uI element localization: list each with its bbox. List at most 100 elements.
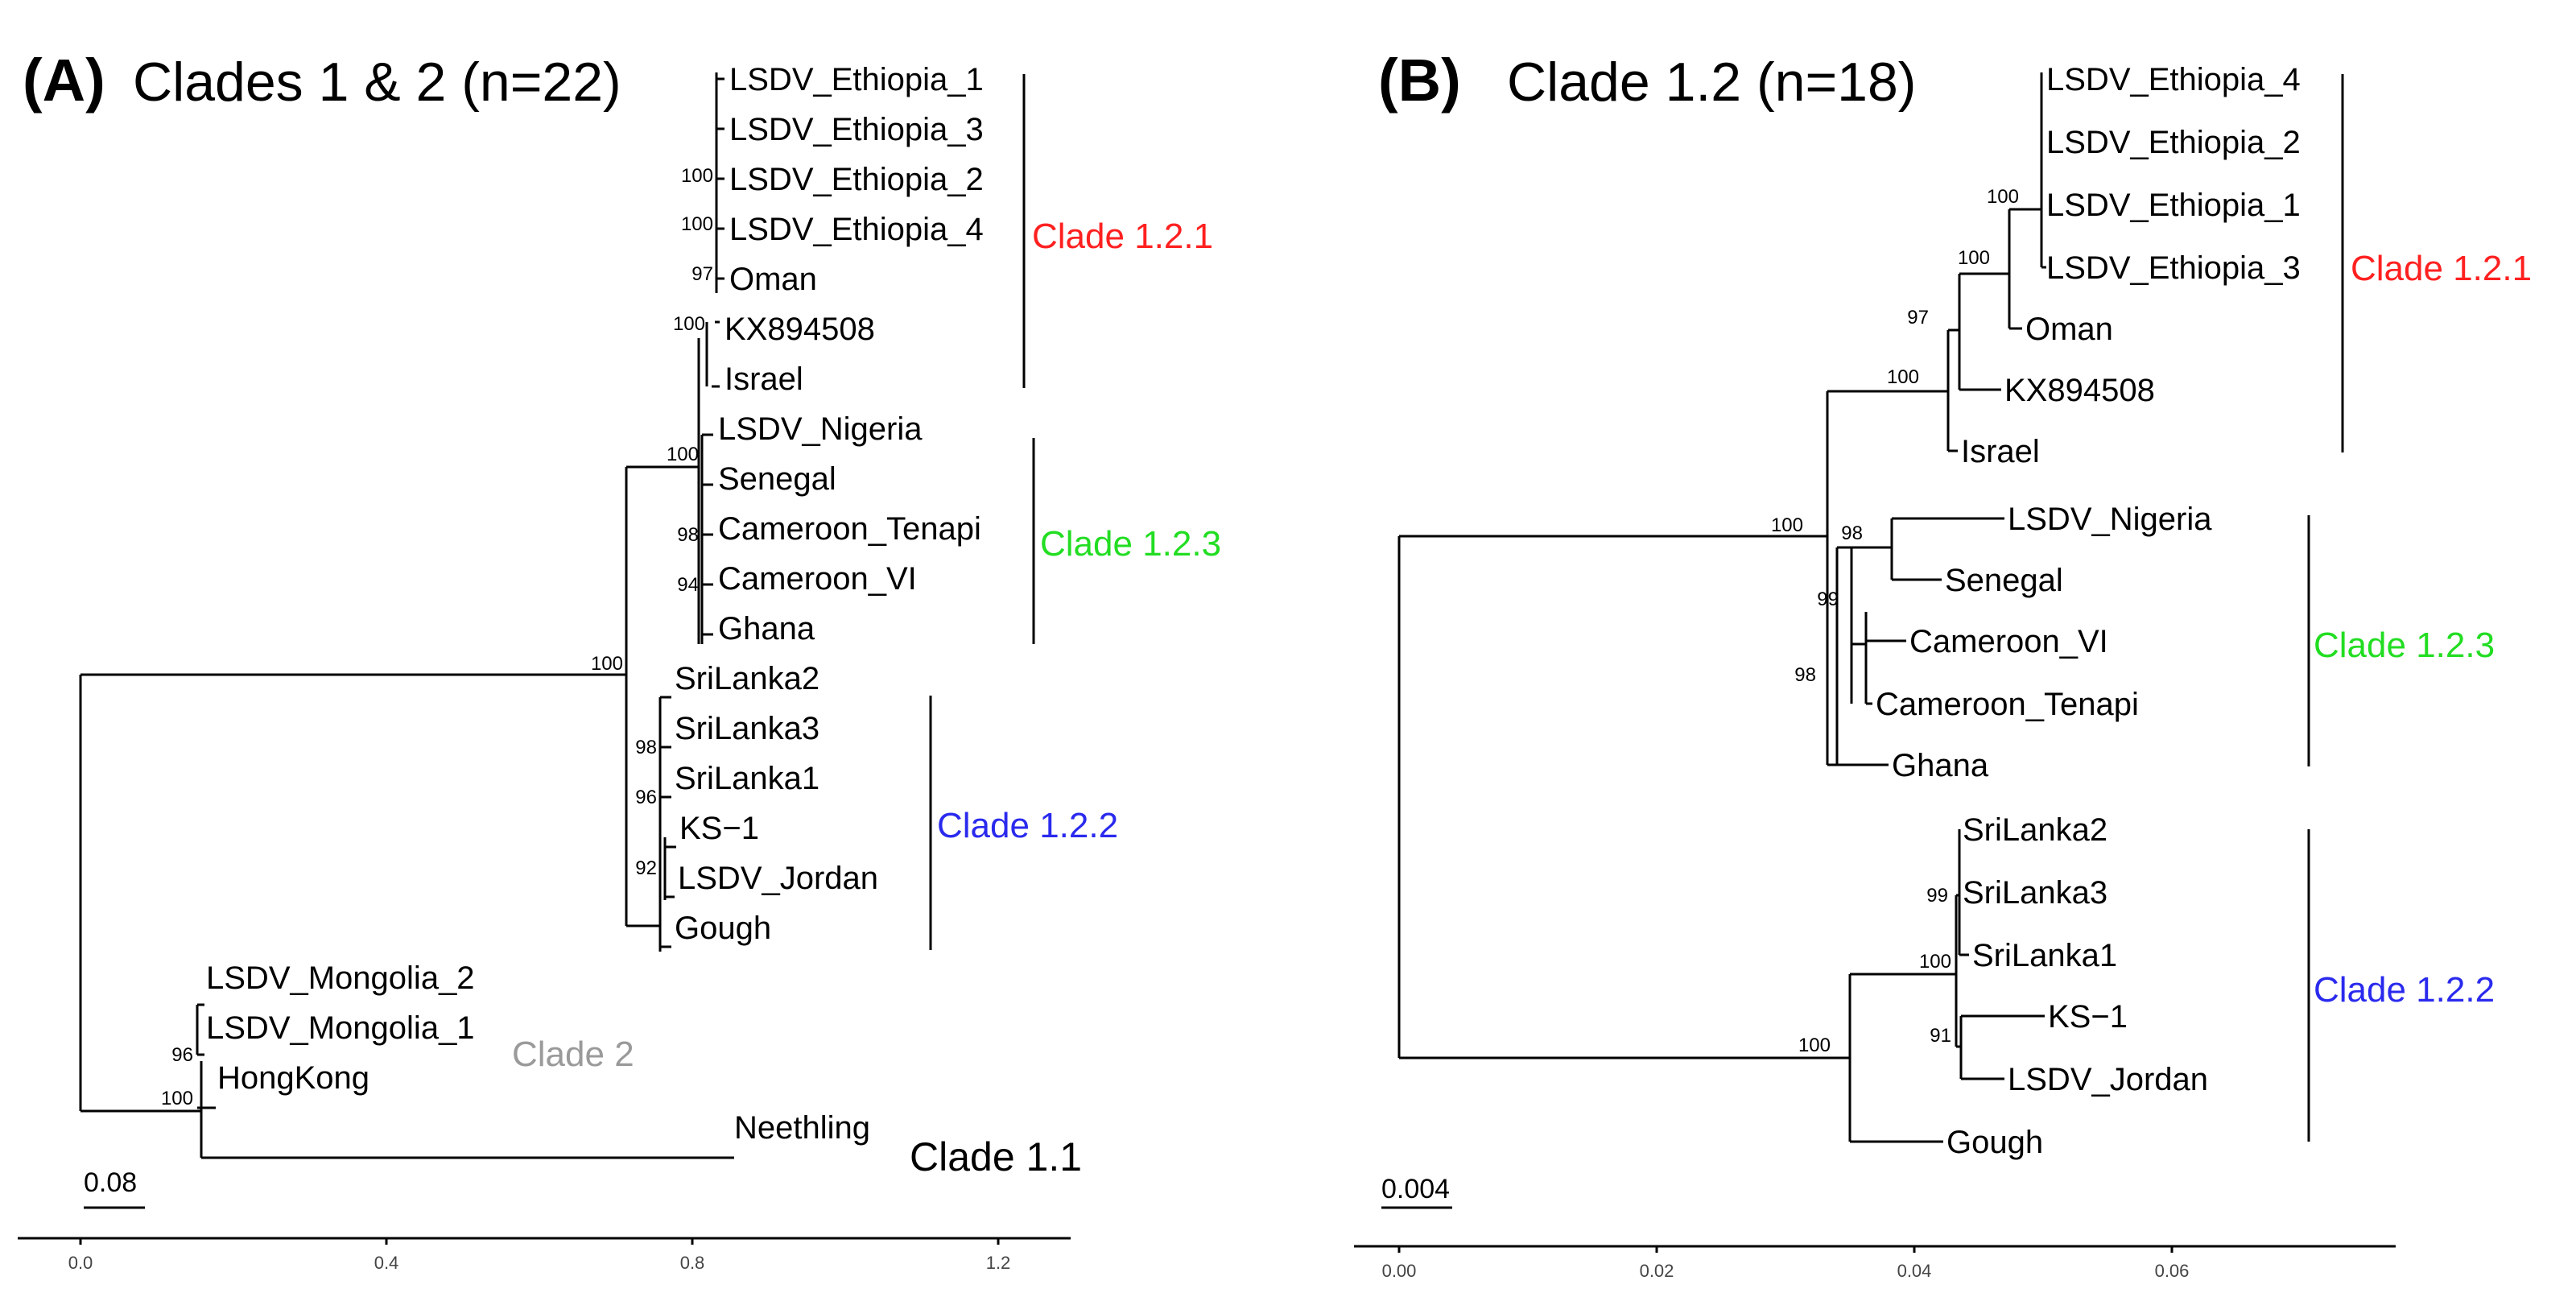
a-tip-oman: Oman xyxy=(729,262,817,297)
panel-a: (A) Clades 1 & 2 (n=22) xyxy=(18,47,1221,1273)
a-boot-label: 100 xyxy=(161,1088,193,1109)
a-boot-label: 94 xyxy=(677,574,699,596)
b-tip-eth1: LSDV_Ethiopia_1 xyxy=(2046,188,2301,223)
panel-b-bootstrap-labels: 100 100 97 100 100 98 99 98 99 100 91 10… xyxy=(1771,186,2019,1056)
b-boot-label: 100 xyxy=(1987,186,2019,208)
a-tip-camvi: Cameroon_VI xyxy=(718,561,917,597)
a-tip-mong1: LSDV_Mongolia_1 xyxy=(206,1010,475,1046)
b-clade-label-122: Clade 1.2.2 xyxy=(2314,970,2495,1010)
b-tip-sl3: SriLanka3 xyxy=(1963,875,2107,911)
panel-b-letter: (B) xyxy=(1378,47,1461,114)
a-boot-label: 98 xyxy=(635,737,657,758)
panel-b-clade-bars: Clade 1.2.1 Clade 1.2.3 Clade 1.2.2 xyxy=(2307,74,2532,1142)
b-boot-label: 100 xyxy=(1958,247,1990,269)
b-axis-tick-label: 0.04 xyxy=(1897,1261,1932,1281)
a-axis-tick-label: 0.4 xyxy=(374,1253,399,1273)
b-boot-label: 100 xyxy=(1887,366,1919,388)
b-tip-sl1: SriLanka1 xyxy=(1972,938,2117,973)
a-boot-label: 96 xyxy=(171,1044,193,1066)
panel-a-tree-branches xyxy=(79,72,734,1159)
a-tip-nigeria: LSDV_Nigeria xyxy=(718,411,923,447)
panel-a-letter: (A) xyxy=(23,47,105,114)
a-tip-eth4: LSDV_Ethiopia_4 xyxy=(729,212,984,247)
b-boot-label: 100 xyxy=(1798,1035,1831,1056)
a-tip-sl3: SriLanka3 xyxy=(675,711,819,746)
b-tip-jordan: LSDV_Jordan xyxy=(2008,1062,2208,1097)
a-tip-ks1: KS−1 xyxy=(679,811,759,846)
b-tip-eth4: LSDV_Ethiopia_4 xyxy=(2046,62,2301,97)
a-tip-senegal: Senegal xyxy=(718,461,836,497)
a-clade-label-122: Clade 1.2.2 xyxy=(937,806,1118,845)
panel-b-tip-labels: LSDV_Ethiopia_4 LSDV_Ethiopia_2 LSDV_Eth… xyxy=(1876,62,2301,1160)
a-boot-label: 100 xyxy=(667,444,699,465)
a-boot-label: 100 xyxy=(681,213,713,235)
a-tip-neethling: Neethling xyxy=(734,1110,870,1146)
panel-b: (B) Clade 1.2 (n=18) xyxy=(1354,47,2532,1281)
a-tip-mong2: LSDV_Mongolia_2 xyxy=(206,960,475,996)
panel-a-clade-bars: Clade 1.2.1 Clade 1.2.3 Clade 1.2.2 Clad… xyxy=(512,74,1221,1179)
a-clade-label-121: Clade 1.2.1 xyxy=(1032,217,1213,256)
b-boot-label: 98 xyxy=(1794,664,1816,686)
b-axis-tick-label: 0.00 xyxy=(1382,1261,1417,1281)
a-tip-eth3: LSDV_Ethiopia_3 xyxy=(729,112,984,147)
b-tip-nigeria: LSDV_Nigeria xyxy=(2008,502,2212,537)
a-boot-label: 92 xyxy=(635,857,657,879)
panel-b-x-axis: 0.00 0.02 0.04 0.06 xyxy=(1354,1245,2396,1281)
a-tip-jordan: LSDV_Jordan xyxy=(678,861,878,896)
b-boot-label: 100 xyxy=(1771,514,1803,536)
b-tip-ghana: Ghana xyxy=(1892,748,1989,783)
panel-a-title: Clades 1 & 2 (n=22) xyxy=(133,52,621,113)
b-tip-eth3: LSDV_Ethiopia_3 xyxy=(2046,250,2301,286)
b-tip-gough: Gough xyxy=(1946,1125,2043,1160)
a-boot-label: 100 xyxy=(681,165,713,187)
b-boot-label: 98 xyxy=(1841,523,1863,544)
a-tip-eth1: LSDV_Ethiopia_1 xyxy=(729,62,984,97)
b-tip-ks1: KS−1 xyxy=(2048,999,2128,1035)
panel-a-x-axis: 0.0 0.4 0.8 1.2 xyxy=(18,1237,1071,1273)
b-axis-tick-label: 0.06 xyxy=(2155,1261,2190,1281)
b-boot-label: 99 xyxy=(1817,589,1839,610)
b-clade-label-123: Clade 1.2.3 xyxy=(2314,626,2495,665)
a-tip-sl2: SriLanka2 xyxy=(675,661,819,696)
b-tip-kx: KX894508 xyxy=(2004,373,2155,408)
a-tip-ghana: Ghana xyxy=(718,611,815,646)
a-scale-label: 0.08 xyxy=(84,1167,137,1198)
panel-b-tree-branches xyxy=(1397,72,2046,1143)
a-axis-tick-label: 0.0 xyxy=(68,1253,93,1273)
b-boot-label: 91 xyxy=(1930,1025,1951,1047)
b-clade-label-121: Clade 1.2.1 xyxy=(2351,249,2532,288)
b-tip-eth2: LSDV_Ethiopia_2 xyxy=(2046,125,2301,160)
b-tip-camvi: Cameroon_VI xyxy=(1909,624,2108,659)
b-scale-label: 0.004 xyxy=(1381,1174,1450,1204)
a-boot-label: 98 xyxy=(677,524,699,546)
a-tip-hongkong: HongKong xyxy=(217,1060,369,1096)
a-axis-tick-label: 1.2 xyxy=(986,1253,1011,1273)
panel-a-scale: 0.08 xyxy=(84,1167,145,1209)
a-axis-tick-label: 0.8 xyxy=(680,1253,705,1273)
a-tip-israel: Israel xyxy=(724,361,803,397)
a-tip-eth2: LSDV_Ethiopia_2 xyxy=(729,162,984,197)
b-boot-label: 99 xyxy=(1926,885,1948,907)
b-tip-oman: Oman xyxy=(2025,312,2113,347)
a-clade-label-123: Clade 1.2.3 xyxy=(1040,524,1221,564)
a-tip-camten: Cameroon_Tenapi xyxy=(718,511,981,547)
panel-a-bootstrap-labels: 100 100 97 100 100 98 94 100 98 96 92 96… xyxy=(161,165,713,1109)
panel-b-scale: 0.004 xyxy=(1381,1174,1452,1209)
b-boot-label: 97 xyxy=(1907,307,1929,328)
a-clade-label-2: Clade 2 xyxy=(512,1035,634,1074)
a-tip-sl1: SriLanka1 xyxy=(675,761,819,796)
b-axis-tick-label: 0.02 xyxy=(1640,1261,1674,1281)
a-tip-gough: Gough xyxy=(675,911,771,946)
b-tip-senegal: Senegal xyxy=(1945,563,2063,598)
b-tip-israel: Israel xyxy=(1961,434,2040,469)
a-clade-label-11: Clade 1.1 xyxy=(910,1134,1082,1179)
panel-a-tip-labels: LSDV_Ethiopia_1 LSDV_Ethiopia_3 LSDV_Eth… xyxy=(206,62,984,1146)
a-boot-label: 97 xyxy=(691,263,713,285)
a-boot-label: 100 xyxy=(591,653,623,675)
b-tip-camten: Cameroon_Tenapi xyxy=(1876,687,2139,722)
b-tip-sl2: SriLanka2 xyxy=(1963,812,2107,848)
panel-b-title: Clade 1.2 (n=18) xyxy=(1507,52,1916,113)
a-tip-kx: KX894508 xyxy=(724,312,875,347)
b-boot-label: 100 xyxy=(1919,951,1951,973)
